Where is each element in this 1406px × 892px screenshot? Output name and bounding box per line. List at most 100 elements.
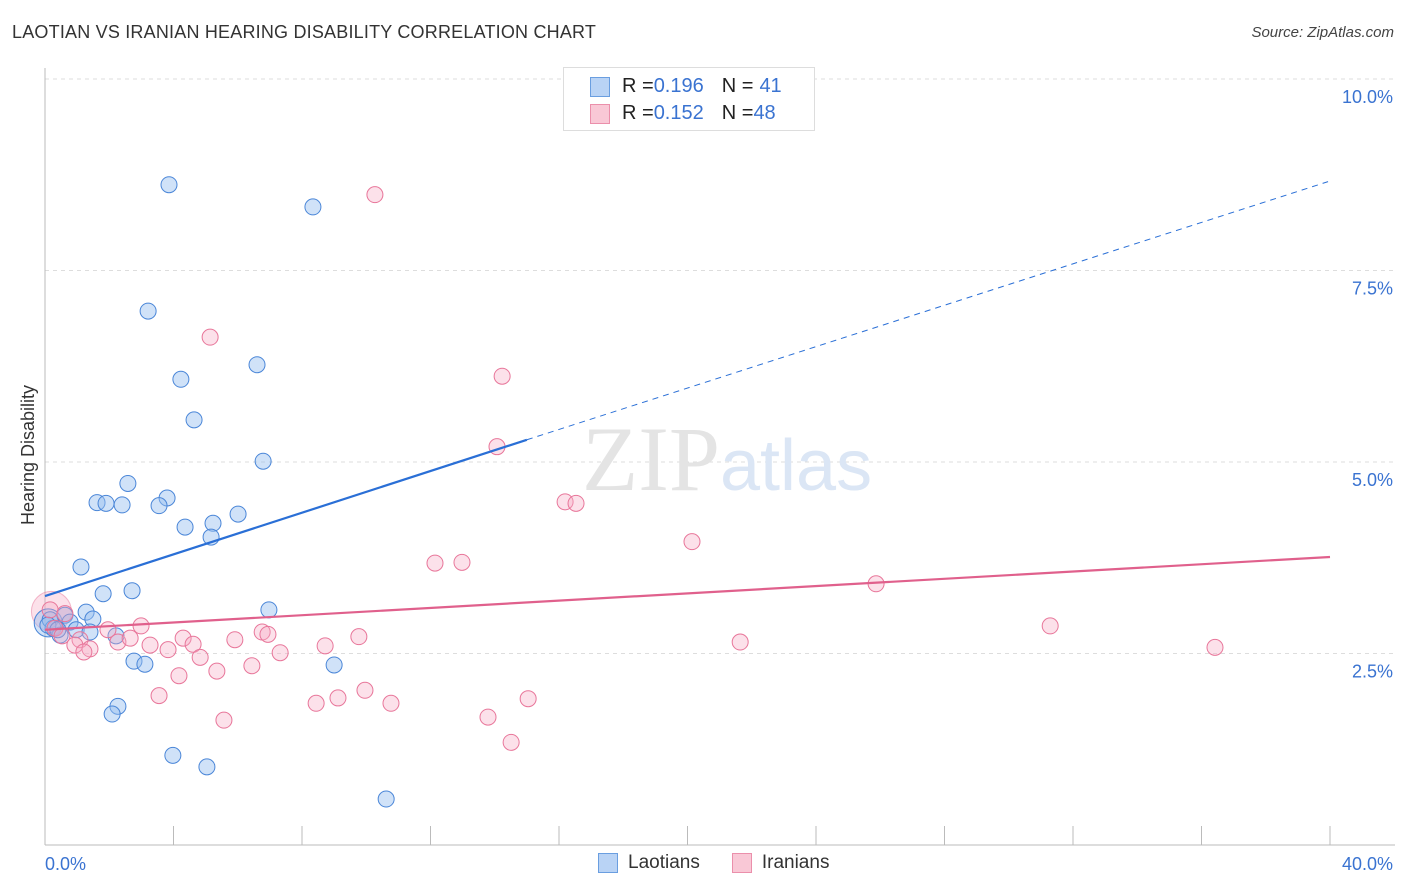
laotians-point bbox=[103, 705, 121, 723]
iranians-point bbox=[366, 186, 384, 204]
laotians-point bbox=[97, 494, 115, 512]
legend-laotians: Laotians bbox=[628, 852, 700, 873]
r-value: 0.152 bbox=[653, 102, 704, 124]
iranians-point bbox=[479, 708, 497, 726]
source-label: Source: ZipAtlas.com bbox=[1251, 24, 1394, 41]
laotians-point bbox=[72, 558, 90, 576]
iranians-point bbox=[201, 328, 219, 346]
iranians-swatch bbox=[590, 103, 610, 124]
laotians-swatch bbox=[590, 76, 610, 97]
iranians-point bbox=[170, 667, 188, 685]
x-tick-label: 0.0% bbox=[45, 854, 86, 874]
iranians-point bbox=[683, 533, 701, 551]
iranians-point bbox=[1041, 617, 1059, 635]
iranians-point bbox=[316, 637, 334, 655]
watermark-atlas: atlas bbox=[720, 426, 872, 506]
iranians-point bbox=[132, 617, 150, 635]
laotians-point bbox=[172, 370, 190, 388]
laotians-point bbox=[185, 411, 203, 429]
iranians-point bbox=[356, 681, 374, 699]
chart-title: LAOTIAN VS IRANIAN HEARING DISABILITY CO… bbox=[12, 22, 597, 42]
laotians-point bbox=[67, 621, 85, 639]
laotians-point bbox=[160, 176, 178, 194]
iranians-point bbox=[556, 493, 574, 511]
iranians-point bbox=[259, 625, 277, 643]
laotians-point bbox=[77, 603, 95, 621]
iranians-point bbox=[75, 643, 93, 661]
iranians-point bbox=[159, 641, 177, 659]
iranians-point bbox=[208, 662, 226, 680]
laotians-point bbox=[113, 496, 131, 514]
legend-row-iranians: R = 0.152 N = 48 bbox=[590, 102, 776, 125]
iranians-point bbox=[426, 554, 444, 572]
watermark-zip: ZIP bbox=[582, 408, 720, 510]
laotians-point bbox=[248, 356, 266, 374]
iranians-point bbox=[56, 605, 74, 623]
y-tick-label: 5.0% bbox=[1352, 470, 1393, 490]
laotians-point bbox=[204, 514, 222, 532]
laotians-point bbox=[260, 601, 278, 619]
legend-iranians: Iranians bbox=[761, 852, 830, 873]
n-label: N = bbox=[721, 102, 754, 124]
iranians-point bbox=[731, 633, 749, 651]
laotians-point bbox=[377, 790, 395, 808]
iranians-point bbox=[350, 628, 368, 646]
laotians-trendline bbox=[44, 438, 528, 598]
r-label: R = bbox=[622, 102, 654, 124]
n-value: 41 bbox=[759, 75, 782, 97]
laotians-point bbox=[94, 585, 112, 603]
legend: R = 0.196 N = 41 R = 0.152 N = 48 bbox=[563, 67, 815, 131]
iranians-point bbox=[493, 367, 511, 385]
laotians-point bbox=[164, 746, 182, 764]
laotians-point bbox=[176, 518, 194, 536]
iranians-point bbox=[191, 648, 209, 666]
iranians-point bbox=[184, 635, 202, 653]
series-legend: Laotians Iranians bbox=[598, 852, 829, 874]
y-tick-label: 10.0% bbox=[1342, 87, 1393, 107]
iranians-point bbox=[174, 629, 192, 647]
laotians-point bbox=[88, 494, 106, 512]
iranians-point bbox=[41, 601, 59, 619]
r-label: R = bbox=[622, 75, 654, 97]
iranians-point bbox=[150, 687, 168, 705]
laotians-trendline-extension bbox=[526, 181, 1329, 441]
laotians-point bbox=[229, 505, 247, 523]
y-axis-label: Hearing Disability bbox=[18, 385, 38, 525]
iranians-point bbox=[382, 694, 400, 712]
y-tick-label: 7.5% bbox=[1352, 279, 1393, 299]
r-value: 0.196 bbox=[653, 75, 704, 97]
iranians-point bbox=[502, 733, 520, 751]
iranians-point bbox=[121, 629, 139, 647]
laotians-point bbox=[254, 452, 272, 470]
laotians-point bbox=[119, 474, 137, 492]
n-label: N = bbox=[721, 75, 754, 97]
iranians-point bbox=[307, 694, 325, 712]
laotians-point bbox=[198, 758, 216, 776]
iranians-point bbox=[1206, 638, 1224, 656]
laotians-point bbox=[125, 652, 143, 670]
x-tick-label: 40.0% bbox=[1342, 854, 1393, 874]
laotians-point bbox=[123, 582, 141, 600]
laotians-point bbox=[139, 302, 157, 320]
laotians-point bbox=[304, 198, 322, 216]
iranians-point bbox=[243, 657, 261, 675]
laotians-point bbox=[150, 497, 168, 515]
iranians-point bbox=[215, 711, 233, 729]
iranians-point bbox=[329, 689, 347, 707]
iranians-point bbox=[453, 553, 471, 571]
iranians-point bbox=[141, 636, 159, 654]
iranians-point bbox=[226, 631, 244, 649]
y-tick-label: 2.5% bbox=[1352, 662, 1393, 682]
n-value: 48 bbox=[753, 102, 776, 124]
iranians-swatch bbox=[731, 853, 752, 873]
iranians-point bbox=[567, 494, 585, 512]
iranians-point bbox=[271, 644, 289, 662]
laotians-point bbox=[136, 655, 154, 673]
iranians-trendline bbox=[44, 555, 1331, 631]
legend-row-laotians: R = 0.196 N = 41 bbox=[590, 75, 782, 98]
laotians-swatch bbox=[598, 853, 618, 873]
laotians-point bbox=[325, 656, 343, 674]
iranians-point bbox=[519, 690, 537, 708]
